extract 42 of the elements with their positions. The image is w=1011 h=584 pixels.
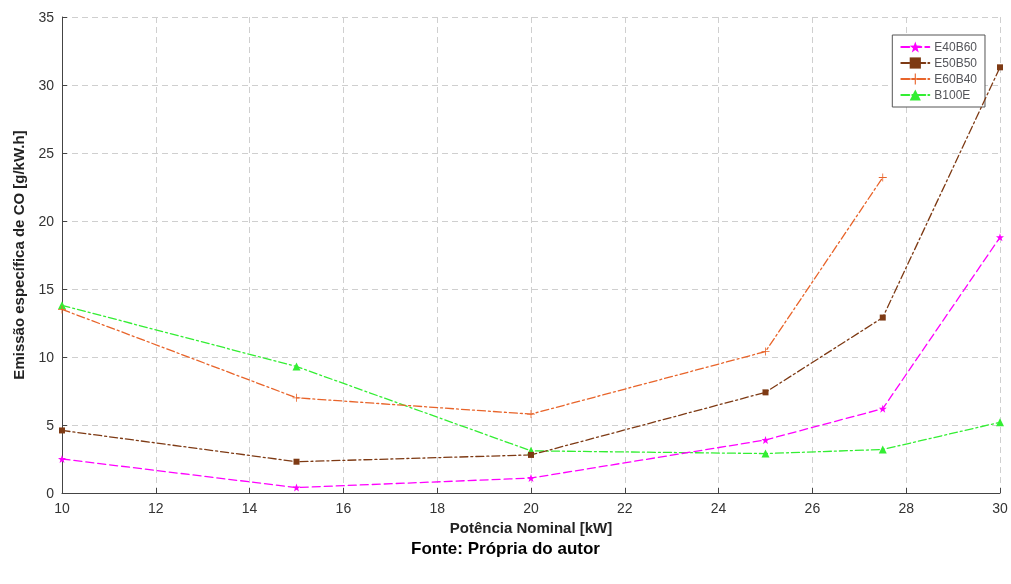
x-tick-label: 24 [710,500,727,516]
point [528,451,534,458]
point [292,393,301,402]
y-axis-title: Emissão específica de CO [g/kW.h] [10,130,27,380]
source-note: Fonte: Própria do autor [411,539,601,558]
y-tick-label: 10 [38,349,55,365]
point [292,362,301,371]
y-tick-label: 0 [46,485,55,501]
legend-label: E50B50 [934,56,978,70]
y-tick-label: 5 [46,417,55,433]
legend-label: E60B40 [934,72,978,86]
point [59,427,65,434]
point [761,347,770,356]
x-tick-label: 26 [804,500,821,516]
x-axis-title: Potência Nominal [kW] [449,518,613,536]
point [996,233,1004,242]
point [761,449,770,458]
point [761,435,770,444]
point [996,418,1004,427]
x-tick-label: 12 [148,500,164,516]
point [879,314,886,321]
y-tick-label: 20 [38,213,55,229]
x-tick-label: 22 [617,500,633,516]
point [762,389,769,396]
point [58,301,66,310]
legend-label: B100E [934,88,971,102]
point [527,474,535,483]
x-tick-label: 14 [241,500,258,516]
x-tick-label: 20 [523,500,539,516]
point [293,458,300,465]
point [878,173,887,182]
x-tick-label: 30 [992,500,1008,516]
point [58,455,66,463]
y-tick-label: 25 [38,145,55,161]
point [997,64,1003,71]
x-tick-label: 16 [335,500,352,516]
y-tick-label: 15 [38,281,55,297]
x-tick-label: 18 [429,500,446,516]
legend-label: E40B60 [934,40,978,54]
y-tick-label: 35 [38,9,55,25]
y-tick-label: 30 [38,77,55,93]
x-tick-label: 28 [898,500,915,516]
